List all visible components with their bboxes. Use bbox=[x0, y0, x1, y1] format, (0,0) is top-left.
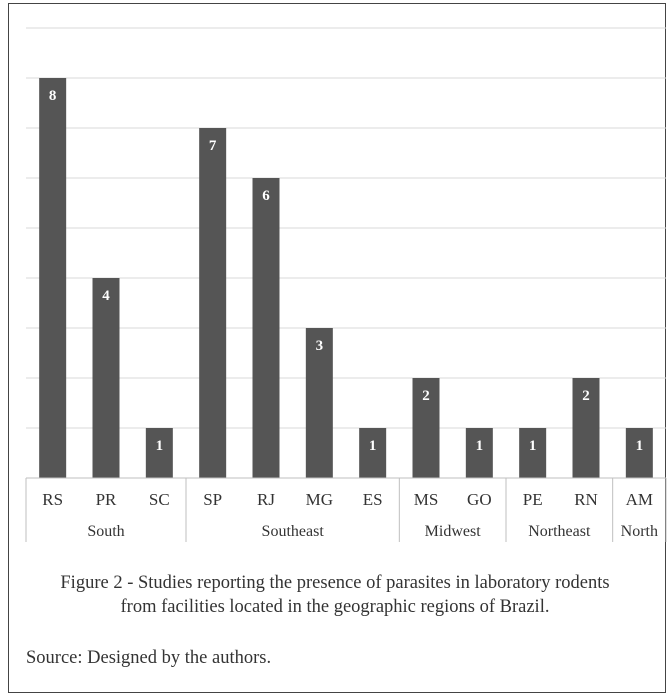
data-label-rs: 8 bbox=[49, 88, 57, 104]
data-label-mg: 3 bbox=[316, 338, 324, 354]
bar-mg bbox=[305, 328, 333, 478]
group-label-northeast: Northeast bbox=[528, 523, 591, 540]
data-label-ms: 2 bbox=[422, 388, 430, 404]
category-label-go: GO bbox=[467, 490, 492, 509]
bar-sp bbox=[199, 128, 227, 478]
data-label-rn: 2 bbox=[582, 388, 590, 404]
category-label-sc: SC bbox=[149, 490, 170, 509]
bar-es bbox=[359, 428, 387, 478]
bar-pe bbox=[519, 428, 547, 478]
category-label-rs: RS bbox=[42, 490, 63, 509]
data-label-es: 1 bbox=[369, 438, 377, 454]
figure-caption-line1: Figure 2 - Studies reporting the presenc… bbox=[60, 573, 610, 593]
group-label-north: North bbox=[621, 523, 658, 540]
category-label-am: AM bbox=[626, 490, 653, 509]
bar-pr bbox=[92, 278, 120, 478]
category-label-pe: PE bbox=[523, 490, 543, 509]
bar-ms bbox=[412, 378, 440, 478]
bar-am bbox=[625, 428, 653, 478]
group-label-midwest: Midwest bbox=[425, 523, 482, 540]
group-label-south: South bbox=[87, 523, 124, 540]
bar-rs bbox=[39, 78, 67, 478]
category-label-es: ES bbox=[363, 490, 383, 509]
group-label-southeast: Southeast bbox=[262, 523, 325, 540]
data-label-pe: 1 bbox=[529, 438, 537, 454]
bar-rn bbox=[572, 378, 600, 478]
category-label-rn: RN bbox=[574, 490, 598, 509]
category-label-ms: MS bbox=[414, 490, 439, 509]
figure-source: Source: Designed by the authors. bbox=[26, 648, 272, 668]
data-label-pr: 4 bbox=[102, 288, 110, 304]
category-label-sp: SP bbox=[203, 490, 222, 509]
bar-rj bbox=[252, 178, 280, 478]
category-label-pr: PR bbox=[96, 490, 117, 509]
data-label-go: 1 bbox=[476, 438, 484, 454]
bar-chart: 8 RS 4 PR 1 SC 7 SP 6 RJ 3 MG 1 ES 2 MS 1 GO 1 PE 2 RN 1 AM Sout… bbox=[25, 27, 667, 542]
data-label-sc: 1 bbox=[156, 438, 164, 454]
category-label-rj: RJ bbox=[257, 490, 275, 509]
bar-go bbox=[465, 428, 493, 478]
category-label-mg: MG bbox=[306, 490, 333, 509]
data-label-am: 1 bbox=[636, 438, 644, 454]
data-label-sp: 7 bbox=[209, 138, 217, 154]
data-label-rj: 6 bbox=[262, 188, 270, 204]
figure-caption-line2: from facilities located in the geographi… bbox=[120, 597, 550, 617]
bar-sc bbox=[145, 428, 173, 478]
